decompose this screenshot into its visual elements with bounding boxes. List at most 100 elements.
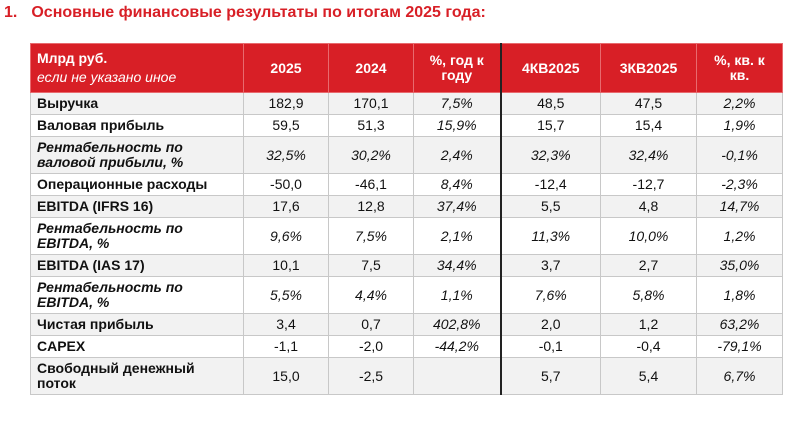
cell-3q2025: -0,4 <box>600 335 697 358</box>
cell-2024: 30,2% <box>328 136 414 174</box>
cell-3q2025: 10,0% <box>600 217 697 255</box>
section-title-text: Основные финансовые результаты по итогам… <box>31 4 486 21</box>
cell-4q2025: 11,3% <box>500 217 601 255</box>
row-label: Чистая прибыль <box>30 313 244 336</box>
cell-yoy: 8,4% <box>413 173 502 196</box>
row-label: Свободный денежный поток <box>30 357 244 395</box>
column-header-yoy: %, год к году <box>413 43 502 93</box>
table-row-revenue: Выручка 182,9 170,1 7,5% 48,5 47,5 2,2% <box>30 92 783 115</box>
section-title: 1. Основные финансовые результаты по итог… <box>4 4 486 22</box>
cell-4q2025: -0,1 <box>500 335 601 358</box>
cell-3q2025: 2,7 <box>600 254 697 277</box>
cell-2025: 17,6 <box>243 195 329 218</box>
cell-2025: 5,5% <box>243 276 329 314</box>
cell-yoy: 402,8% <box>413 313 502 336</box>
section-number: 1. <box>4 4 18 21</box>
cell-2024: 7,5 <box>328 254 414 277</box>
table-row-net-profit: Чистая прибыль 3,4 0,7 402,8% 2,0 1,2 63,2% <box>30 313 783 336</box>
cell-2024: 170,1 <box>328 92 414 115</box>
cell-3q2025: 47,5 <box>600 92 697 115</box>
cell-qoq: -0,1% <box>696 136 783 174</box>
cell-4q2025: 15,7 <box>500 114 601 137</box>
cell-4q2025: 48,5 <box>500 92 601 115</box>
cell-yoy: 15,9% <box>413 114 502 137</box>
row-label: Рентабельность по EBITDA, % <box>30 217 244 255</box>
column-header-qoq: %, кв. к кв. <box>696 43 783 93</box>
cell-2025: 3,4 <box>243 313 329 336</box>
cell-4q2025: -12,4 <box>500 173 601 196</box>
cell-4q2025: 7,6% <box>500 276 601 314</box>
cell-2024: -2,0 <box>328 335 414 358</box>
cell-qoq: 1,9% <box>696 114 783 137</box>
table-row-gross-margin: Рентабельность по валовой прибыли, % 32,5… <box>30 136 783 174</box>
row-label: Операционные расходы <box>30 173 244 196</box>
column-header-4q2025: 4КВ2025 <box>500 43 601 93</box>
cell-3q2025: 15,4 <box>600 114 697 137</box>
cell-4q2025: 5,7 <box>500 357 601 395</box>
cell-2025: -50,0 <box>243 173 329 196</box>
cell-2025: 9,6% <box>243 217 329 255</box>
row-label: Выручка <box>30 92 244 115</box>
cell-3q2025: 32,4% <box>600 136 697 174</box>
table-row-capex: CAPEX -1,1 -2,0 -44,2% -0,1 -0,4 -79,1% <box>30 335 783 358</box>
cell-qoq: 1,2% <box>696 217 783 255</box>
column-header-2025: 2025 <box>243 43 329 93</box>
cell-yoy: 7,5% <box>413 92 502 115</box>
cell-3q2025: 1,2 <box>600 313 697 336</box>
table-row-operating-expenses: Операционные расходы -50,0 -46,1 8,4% -12,4-… <box>30 173 783 196</box>
cell-qoq: -2,3% <box>696 173 783 196</box>
cell-yoy: 37,4% <box>413 195 502 218</box>
cell-4q2025: 3,7 <box>500 254 601 277</box>
cell-qoq: 63,2% <box>696 313 783 336</box>
cell-yoy: 34,4% <box>413 254 502 277</box>
table-header-row: Млрд руб. если не указано иное 2025 2024… <box>30 43 783 93</box>
cell-3q2025: 4,8 <box>600 195 697 218</box>
cell-qoq: 35,0% <box>696 254 783 277</box>
table-row-free-cash-flow: Свободный денежный поток 15,0 -2,5 5,7 5,4 6,… <box>30 357 783 395</box>
cell-qoq: 1,8% <box>696 276 783 314</box>
row-label: EBITDA (IAS 17) <box>30 254 244 277</box>
cell-qoq: -79,1% <box>696 335 783 358</box>
table-row-ebitda-margin-ifrs16: Рентабельность по EBITDA, % 9,6% 7,5% 2,1% 1… <box>30 217 783 255</box>
cell-2024: 0,7 <box>328 313 414 336</box>
cell-yoy: 2,1% <box>413 217 502 255</box>
cell-2024: 51,3 <box>328 114 414 137</box>
row-label: Валовая прибыль <box>30 114 244 137</box>
column-header-2024: 2024 <box>328 43 414 93</box>
cell-2024: 4,4% <box>328 276 414 314</box>
cell-3q2025: 5,8% <box>600 276 697 314</box>
row-label: Рентабельность по валовой прибыли, % <box>30 136 244 174</box>
cell-3q2025: 5,4 <box>600 357 697 395</box>
cell-2025: 32,5% <box>243 136 329 174</box>
column-header-3q2025: 3КВ2025 <box>600 43 697 93</box>
cell-2024: -2,5 <box>328 357 414 395</box>
header-units-note: если не указано иное <box>37 69 177 85</box>
cell-4q2025: 5,5 <box>500 195 601 218</box>
table-row-ebitda-margin-ias17: Рентабельность по EBITDA, % 5,5% 4,4% 1,1% 7… <box>30 276 783 314</box>
cell-4q2025: 2,0 <box>500 313 601 336</box>
cell-2025: -1,1 <box>243 335 329 358</box>
row-label: Рентабельность по EBITDA, % <box>30 276 244 314</box>
cell-yoy: -44,2% <box>413 335 502 358</box>
cell-qoq: 2,2% <box>696 92 783 115</box>
cell-2025: 59,5 <box>243 114 329 137</box>
table-row-ebitda-ifrs16: EBITDA (IFRS 16) 17,6 12,8 37,4% 5,5 4,8 14,7% <box>30 195 783 218</box>
cell-4q2025: 32,3% <box>500 136 601 174</box>
cell-2025: 15,0 <box>243 357 329 395</box>
header-units: Млрд руб. <box>37 50 108 66</box>
cell-yoy: 2,4% <box>413 136 502 174</box>
financial-results-table: Млрд руб. если не указано иное 2025 2024… <box>30 43 783 395</box>
cell-3q2025: -12,7 <box>600 173 697 196</box>
row-label: CAPEX <box>30 335 244 358</box>
table-row-ebitda-ias17: EBITDA (IAS 17) 10,1 7,5 34,4% 3,7 2,7 35,0% <box>30 254 783 277</box>
cell-yoy: 1,1% <box>413 276 502 314</box>
cell-2024: 7,5% <box>328 217 414 255</box>
cell-qoq: 14,7% <box>696 195 783 218</box>
cell-2025: 182,9 <box>243 92 329 115</box>
cell-qoq: 6,7% <box>696 357 783 395</box>
table-row-gross-profit: Валовая прибыль 59,5 51,3 15,9% 15,7 15,4 1,9% <box>30 114 783 137</box>
cell-yoy <box>413 357 502 395</box>
row-label: EBITDA (IFRS 16) <box>30 195 244 218</box>
cell-2024: 12,8 <box>328 195 414 218</box>
cell-2024: -46,1 <box>328 173 414 196</box>
